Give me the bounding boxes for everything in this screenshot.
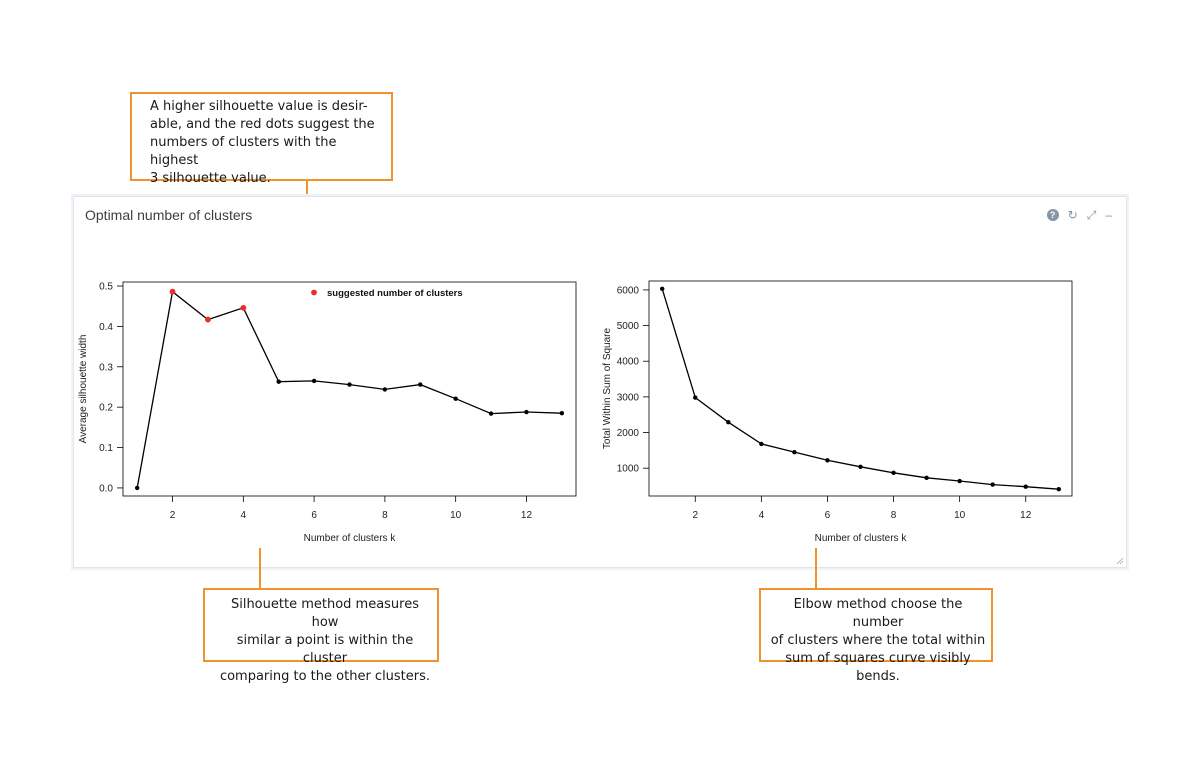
callout-connector-silhouette — [259, 548, 261, 588]
data-point — [382, 387, 388, 392]
data-point — [1056, 487, 1061, 492]
y-tick-label: 1000 — [617, 464, 640, 475]
data-point — [825, 458, 830, 463]
data-point — [660, 286, 665, 292]
data-point — [693, 395, 698, 400]
data-point — [759, 441, 764, 447]
data-point — [858, 464, 863, 469]
data-point — [418, 382, 423, 387]
x-tick-label: 2 — [170, 510, 176, 521]
help-icon[interactable]: ? — [1046, 209, 1059, 221]
x-tick-label: 10 — [450, 510, 462, 521]
callout-silhouette-method: Silhouette method measures how similar a… — [203, 588, 439, 684]
series-line — [136, 290, 562, 489]
x-tick-label: 8 — [382, 510, 388, 521]
legend-marker — [311, 289, 317, 296]
data-point — [134, 485, 140, 491]
y-tick-label: 2000 — [617, 428, 640, 439]
panel-title: Optimal number of clusters — [85, 207, 253, 223]
x-tick-label: 4 — [759, 510, 765, 521]
plot-frame — [122, 281, 577, 497]
x-tick-label: 12 — [521, 510, 533, 521]
data-point — [488, 411, 494, 416]
data-point — [957, 478, 962, 484]
panel-toolbar: ? ↻ ⤢ – — [1046, 208, 1112, 222]
y-tick-label: 0.3 — [99, 362, 113, 373]
suggested-point — [169, 288, 176, 295]
x-tick-label: 10 — [954, 510, 966, 521]
x-tick-label: 6 — [825, 510, 831, 521]
y-tick-label: 6000 — [617, 285, 640, 296]
data-point — [559, 411, 565, 416]
data-point — [726, 419, 731, 425]
y-tick-label: 0.1 — [99, 443, 113, 454]
y-axis-label: Total Within Sum of Square — [602, 327, 613, 449]
callout-elbow-method: Elbow method choose the number of cluste… — [759, 588, 993, 684]
x-tick-label: 4 — [241, 510, 247, 521]
resize-handle-icon[interactable] — [1116, 557, 1124, 565]
data-point — [347, 382, 352, 387]
data-point — [1023, 484, 1028, 489]
refresh-icon[interactable]: ↻ — [1067, 208, 1078, 222]
data-point — [453, 396, 458, 401]
x-axis-label: Number of clusters k — [815, 533, 908, 544]
y-tick-label: 0.0 — [99, 483, 113, 494]
legend-label: suggested number of clusters — [327, 288, 463, 299]
data-point — [891, 470, 896, 476]
y-tick-label: 3000 — [617, 392, 640, 403]
data-point — [276, 379, 281, 384]
y-tick-label: 5000 — [617, 321, 640, 332]
suggested-point — [240, 304, 247, 311]
x-axis-label: Number of clusters k — [304, 533, 397, 544]
x-tick-label: 2 — [692, 510, 698, 521]
x-tick-label: 8 — [891, 510, 897, 521]
plot-frame — [648, 280, 1073, 497]
expand-icon[interactable]: ⤢ — [1086, 208, 1097, 222]
y-tick-label: 0.4 — [99, 322, 113, 333]
suggested-point — [205, 316, 211, 323]
callout-silhouette-highlight: A higher silhouette value is desir- able… — [130, 92, 393, 186]
data-point — [990, 482, 995, 487]
x-tick-label: 6 — [311, 510, 317, 521]
y-tick-label: 0.5 — [99, 282, 113, 293]
data-point — [792, 449, 797, 455]
chart-panel: Optimal number of clusters ? ↻ ⤢ – — [73, 196, 1127, 568]
y-axis-label: Average silhouette width — [78, 335, 89, 444]
x-tick-label: 12 — [1020, 510, 1032, 521]
minimize-icon[interactable]: – — [1105, 208, 1112, 222]
chart-silhouette: 2 4 6 8 10 12 0.0 0.1 0.2 0.3 0.4 0.5 Number of clus… — [78, 281, 577, 544]
data-point — [924, 475, 929, 481]
y-tick-label: 0.2 — [99, 403, 113, 414]
series-line — [661, 288, 1059, 490]
y-tick-label: 4000 — [617, 357, 640, 368]
chart-elbow: 2 4 6 8 10 12 1000 2000 3000 4000 5000 6000 Number o… — [602, 280, 1073, 544]
data-point — [524, 409, 529, 415]
data-point — [311, 378, 317, 384]
callout-connector-elbow — [815, 548, 817, 588]
